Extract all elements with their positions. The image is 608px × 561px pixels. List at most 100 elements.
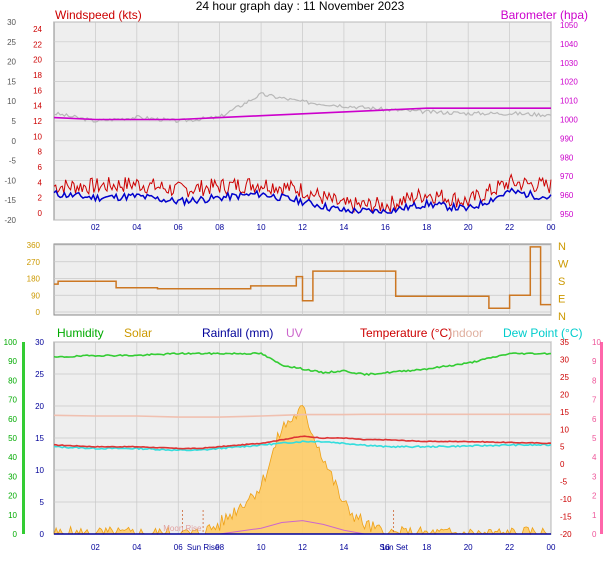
bottom-time-tick-label: 04: [132, 543, 141, 552]
top-outer-tick-label: 25: [7, 38, 16, 47]
top-windspeed-tick-label: 10: [33, 132, 42, 141]
legend-dewpoint: Dew Point (°C): [503, 326, 582, 340]
uv-tick-label: 3: [592, 472, 597, 481]
barometer-line: [53, 107, 551, 121]
legend-rainfall: Rainfall (mm): [202, 326, 273, 340]
windspeed-line: [53, 187, 552, 215]
compass-label: N: [558, 241, 566, 253]
humidity-axis-bar: [22, 342, 25, 534]
uv-tick-label: 10: [592, 338, 601, 347]
compass-label: E: [558, 294, 565, 306]
humidity-tick-label: 60: [8, 415, 17, 424]
top-time-tick-label: 14: [339, 223, 348, 232]
temperature-tick-label: 15: [560, 408, 569, 417]
top-time-tick-label: 10: [257, 223, 266, 232]
sun-moon-markers: Moon Rise Sun Rise Sun Set: [163, 510, 409, 552]
top-barometer-tick-label: 1030: [560, 59, 578, 68]
temperature-tick-label: -20: [560, 530, 572, 539]
bottom-inner-left-axis: 30 25 20 15 10 5 0: [35, 338, 44, 539]
rainfall-tick-label: 0: [40, 530, 45, 539]
top-barometer-tick-label: 1040: [560, 40, 578, 49]
temperature-tick-label: 5: [560, 443, 565, 452]
top-barometer-tick-label: 980: [560, 153, 574, 162]
top-barometer-tick-label: 960: [560, 191, 574, 200]
bottom-time-tick-label: 12: [298, 543, 307, 552]
top-windspeed-tick-label: 4: [38, 178, 43, 187]
humidity-tick-label: 30: [8, 472, 17, 481]
wind-barometer-panel: Windspeed (kts) Barometer (hpa) 30252015…: [4, 8, 588, 232]
top-time-tick-label: 02: [91, 223, 100, 232]
top-windspeed-tick-label: 18: [33, 71, 42, 80]
uv-tick-label: 4: [592, 453, 597, 462]
humidity-tick-label: 70: [8, 396, 17, 405]
mid-left-axis: 360 270 180 90 0: [27, 241, 41, 317]
legend-temperature: Temperature (°C): [360, 326, 452, 340]
uv-tick-label: 6: [592, 415, 597, 424]
top-barometer-tick-label: 990: [560, 134, 574, 143]
temperature-tick-label: 20: [560, 390, 569, 399]
legend-humidity: Humidity: [57, 326, 104, 340]
top-windspeed-tick-label: 0: [38, 209, 43, 218]
uv-tick-label: 9: [592, 357, 597, 366]
temperature-humidity-panel: Humidity Solar Rainfall (mm) UV Temperat…: [4, 326, 603, 552]
rainfall-tick-label: 10: [35, 466, 44, 475]
rainfall-tick-label: 25: [35, 370, 44, 379]
top-barometer-tick-label: 970: [560, 172, 574, 181]
top-time-tick-label: 12: [298, 223, 307, 232]
top-outer-tick-label: 10: [7, 97, 16, 106]
top-windspeed-tick-label: 20: [33, 56, 42, 65]
top-time-tick-label: 18: [422, 223, 431, 232]
uv-axis-bar: [600, 342, 603, 534]
top-time-axis: 02 04 06 08 10 12 14 16 18 20 22 00: [91, 223, 556, 232]
top-barometer-tick-label: 1050: [560, 21, 578, 30]
bottom-time-tick-label: 06: [174, 543, 183, 552]
bottom-time-tick-label: 10: [257, 543, 266, 552]
windspeed-label: Windspeed (kts): [55, 8, 142, 22]
bottom-time-tick-label: 00: [547, 543, 556, 552]
temperature-tick-label: 0: [560, 460, 565, 469]
legend-uv: UV: [286, 326, 303, 340]
bottom-right-axis: 35 30 25 20 15 10 5 0 -5 -10 -15 -20: [560, 338, 572, 539]
top-outer-tick-label: -15: [4, 196, 16, 205]
humidity-tick-label: 100: [4, 338, 18, 347]
wind-gust-line: [53, 173, 552, 214]
top-barometer-tick-label: 1020: [560, 78, 578, 87]
top-time-tick-label: 06: [174, 223, 183, 232]
humidity-tick-label: 90: [8, 357, 17, 366]
bottom-time-tick-label: 14: [339, 543, 348, 552]
bottom-time-axis: 02 04 06 08 10 12 14 16 18 20 22 00: [91, 543, 556, 552]
temperature-line: [53, 435, 552, 450]
rainfall-tick-label: 30: [35, 338, 44, 347]
bottom-time-tick-label: 22: [505, 543, 514, 552]
top-outer-tick-label: 30: [7, 18, 16, 27]
compass-label: W: [558, 259, 569, 271]
bottom-time-tick-label: 08: [215, 543, 224, 552]
top-outer-tick-label: -5: [9, 157, 17, 166]
bottom-time-tick-label: 16: [381, 543, 390, 552]
mid-series: [54, 246, 551, 310]
compass-label: N: [558, 311, 566, 323]
top-outer-left-axis: 30 25 20 15 10 5 0 -5 -10 -15 -20: [4, 18, 16, 225]
top-windspeed-tick-label: 14: [33, 102, 42, 111]
direction-tick-label: 360: [27, 241, 41, 250]
top-time-tick-label: 08: [215, 223, 224, 232]
temperature-tick-label: -5: [560, 478, 568, 487]
humidity-tick-label: 20: [8, 492, 17, 501]
top-windspeed-tick-label: 12: [33, 117, 42, 126]
sun_rise-marker-label: Sun Rise: [187, 543, 220, 552]
top-outer-tick-label: -20: [4, 216, 16, 225]
uv-tick-label: 0: [592, 530, 597, 539]
rainfall-tick-label: 20: [35, 402, 44, 411]
humidity-tick-label: 50: [8, 434, 17, 443]
temperature-tick-label: 35: [560, 338, 569, 347]
top-windspeed-tick-label: 2: [38, 194, 43, 203]
moon_rise-marker-label: Moon Rise: [163, 524, 202, 533]
uv-tick-label: 5: [592, 434, 597, 443]
top-right-axis: 1050 1040 1030 1020 1010 1000 990 980 970 960 950: [560, 21, 578, 219]
